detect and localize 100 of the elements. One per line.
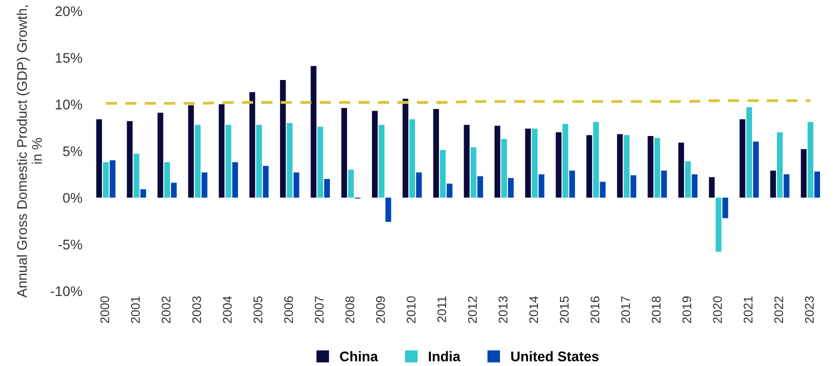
bar [678, 142, 684, 198]
x-tick-label: 2002 [162, 296, 170, 324]
bar [692, 174, 698, 198]
x-tick-label: 2004 [222, 296, 232, 324]
bar [226, 124, 232, 198]
bar [249, 92, 256, 198]
bar [464, 124, 470, 198]
bar [433, 108, 439, 198]
bar [569, 170, 575, 198]
bar [494, 126, 500, 198]
bar [525, 128, 531, 198]
x-tick-label: 2007 [314, 296, 324, 324]
legend-label: India [428, 351, 460, 362]
bar [508, 178, 514, 198]
y-axis-title: Annual Gross Domestic Product (GDP) Growth, in % [16, 6, 42, 298]
bar [324, 178, 330, 198]
x-tick-label: 2000 [100, 296, 110, 324]
bar [814, 172, 820, 198]
bar [102, 162, 109, 198]
x-tick-label: 2010 [406, 296, 416, 324]
bar [586, 135, 592, 198]
x-tick-label: 2021 [744, 296, 753, 324]
x-tick-label: 2005 [254, 296, 262, 324]
bar [170, 182, 177, 198]
x-tick-label: 2020 [713, 296, 722, 324]
x-tick-label: 2018 [652, 296, 661, 324]
bar [256, 124, 262, 198]
bar [800, 149, 807, 198]
bar [416, 172, 422, 198]
bar [140, 189, 146, 198]
bar [126, 121, 133, 198]
bar [202, 172, 208, 198]
bar [262, 166, 269, 198]
y-tick-label: 20% [56, 6, 82, 16]
bar [808, 122, 814, 198]
bar [501, 138, 507, 198]
bar [294, 172, 300, 198]
bar [188, 105, 194, 198]
bar [158, 112, 164, 198]
bar [372, 110, 378, 198]
x-tick-label: 2003 [192, 296, 202, 324]
bar [134, 154, 140, 198]
bar [654, 138, 660, 198]
bar [648, 136, 654, 198]
bar [538, 174, 544, 198]
bar [746, 107, 752, 198]
bar [218, 104, 225, 198]
bar [477, 176, 484, 198]
bar [164, 162, 170, 198]
bar [617, 134, 623, 198]
bar [280, 80, 286, 198]
x-tick-label: 2015 [560, 296, 569, 324]
bar [402, 98, 408, 198]
x-tick-label: 2009 [376, 296, 385, 324]
x-tick-label: 2017 [621, 296, 630, 324]
bar [110, 160, 116, 198]
bar [722, 198, 728, 218]
x-tick-label: 2013 [498, 296, 508, 324]
bar [348, 170, 354, 198]
bar [470, 147, 476, 198]
bar [708, 177, 715, 198]
x-tick-label: 2014 [529, 296, 538, 324]
bar [630, 175, 636, 198]
x-tick-label: 2023 [804, 296, 814, 324]
bar [385, 198, 392, 222]
bar [556, 132, 562, 198]
bar [286, 122, 293, 198]
x-tick-label: 2008 [345, 296, 354, 324]
bar [532, 128, 538, 198]
x-tick-label: 2019 [682, 296, 692, 324]
y-tick-label: 10% [56, 100, 82, 110]
bar [776, 132, 783, 198]
bar [784, 174, 790, 198]
bar [562, 124, 568, 198]
bar [341, 108, 348, 198]
bar [753, 142, 759, 198]
bar [378, 124, 384, 198]
bar [310, 66, 316, 198]
bar [716, 198, 722, 252]
bar [685, 161, 691, 198]
x-tick-label: 2006 [284, 296, 294, 324]
x-tick-label: 2016 [590, 296, 600, 324]
bar [409, 119, 416, 198]
x-tick-label: 2012 [468, 296, 477, 324]
y-tick-label: 0% [63, 192, 82, 203]
legend-label: United States [511, 351, 599, 362]
bar [770, 170, 776, 198]
bar [661, 170, 667, 198]
x-tick-label: 2011 [437, 296, 446, 322]
bar [317, 126, 324, 198]
y-tick-label: -10% [50, 286, 82, 296]
x-tick-label: 2001 [130, 296, 140, 324]
bar [194, 124, 201, 198]
bar [600, 182, 606, 198]
y-tick-label: 15% [56, 53, 82, 63]
bar [593, 122, 599, 198]
bar [740, 119, 746, 198]
x-tick-label: 2022 [774, 296, 784, 324]
y-tick-label: 5% [63, 146, 82, 156]
bar [96, 119, 102, 198]
